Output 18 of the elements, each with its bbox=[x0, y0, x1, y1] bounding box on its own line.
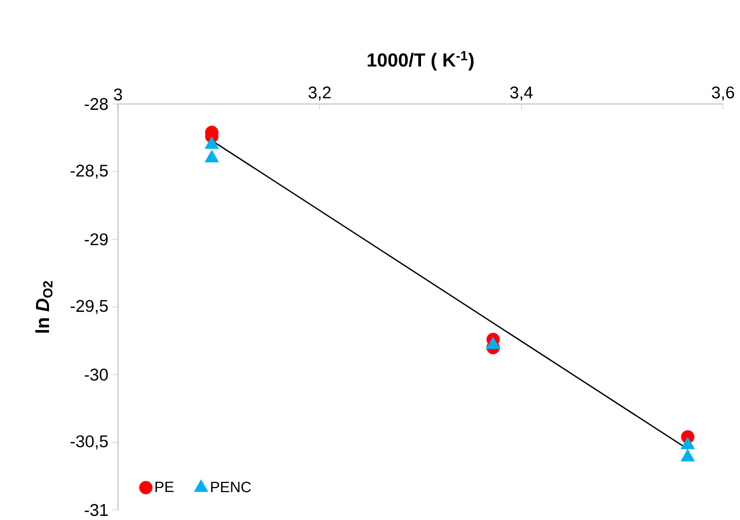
y-tick-label: -30 bbox=[84, 368, 108, 381]
y-tick-label: -31 bbox=[84, 504, 108, 516]
x-tick-label: 3,2 bbox=[308, 86, 331, 100]
y-tick-label: -28,5 bbox=[70, 164, 108, 179]
point bbox=[486, 336, 500, 350]
x-tick-label: 3 bbox=[114, 88, 122, 100]
y-axis-title: ln D$_{O2}$ bbox=[35, 281, 52, 333]
y-tick-label: -29 bbox=[84, 233, 108, 246]
legend-label: PENC bbox=[211, 482, 251, 492]
x-axis-title: 1000/T ( K$^{-1}$) bbox=[368, 51, 474, 70]
point bbox=[680, 436, 695, 450]
x-tick-label: 3,6 bbox=[712, 86, 734, 100]
y-tick-label: -30,5 bbox=[70, 435, 108, 450]
x-tick-label: 3,4 bbox=[510, 86, 533, 100]
y-tick-label: -28 bbox=[84, 98, 108, 110]
point bbox=[680, 449, 695, 462]
legend-label: PE bbox=[156, 482, 174, 492]
y-tick-label: -29,5 bbox=[70, 300, 108, 314]
